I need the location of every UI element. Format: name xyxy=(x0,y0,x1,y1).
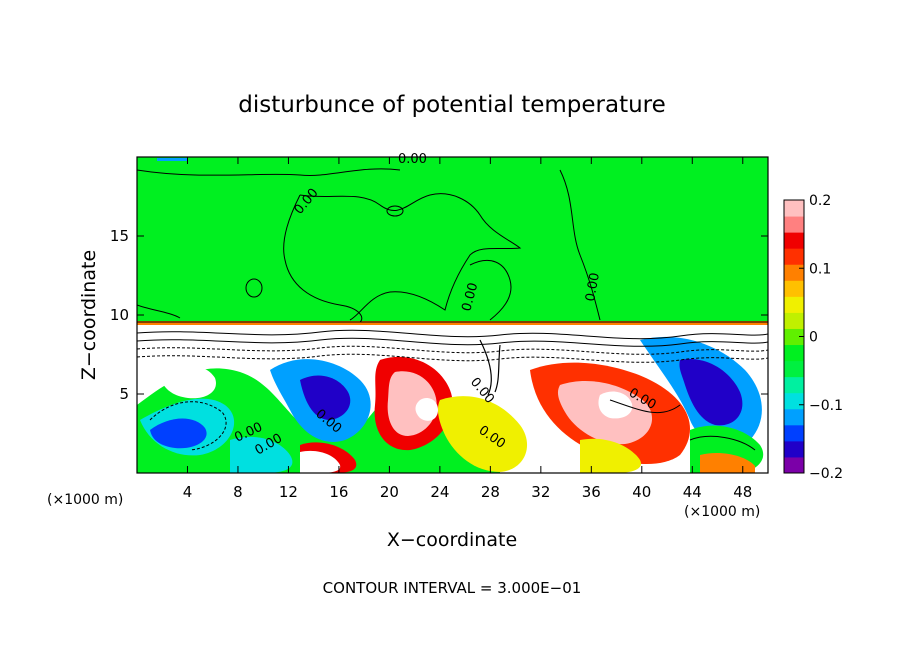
x-axis-label: X−coordinate xyxy=(387,529,517,551)
chart-title: disturbunce of potential temperature xyxy=(238,92,666,118)
x-tick-label: 32 xyxy=(531,483,550,501)
upper-contour-3 xyxy=(283,194,363,323)
x-unit-right: (×1000 m) xyxy=(684,504,760,520)
colorbar-swatch xyxy=(784,424,804,442)
upper-contour-5 xyxy=(559,169,601,321)
x-tick-label: 4 xyxy=(183,483,193,501)
upper-contour-2 xyxy=(299,193,522,321)
colorbar-tick-label: 0.2 xyxy=(809,193,831,209)
x-unit-left: (×1000 m) xyxy=(47,492,123,508)
colorbar-swatch xyxy=(784,376,804,394)
upper-contour-4 xyxy=(469,260,512,321)
colorbar-tick-label: −0.2 xyxy=(809,466,843,482)
x-tick-label: 20 xyxy=(380,483,399,501)
y-tick-label: 10 xyxy=(110,306,129,324)
x-tick-label: 12 xyxy=(279,483,298,501)
x-tick-label: 40 xyxy=(632,483,651,501)
y-axis-label: Z−coordinate xyxy=(78,250,100,380)
lower-layer-field xyxy=(137,323,768,473)
colorbar-swatch xyxy=(784,392,804,410)
upper-layer-field xyxy=(137,157,768,324)
colorbar-swatch xyxy=(784,280,804,297)
contour-interval-note: CONTOUR INTERVAL = 3.000E−01 xyxy=(323,579,582,597)
upper-contour-loop xyxy=(245,278,263,298)
x-axis: 4 8 12 16 20 24 28 32 36 40 44 48 xyxy=(183,157,752,501)
contour-label: 0.00 xyxy=(583,272,603,303)
colorbar xyxy=(784,200,804,474)
interface-band xyxy=(137,321,768,325)
y-tick-label: 5 xyxy=(119,385,129,403)
plot-area xyxy=(137,157,768,473)
colorbar-swatch xyxy=(784,360,804,378)
colorbar-ticks: 0.2 0.1 0 −0.1 −0.2 xyxy=(799,193,843,482)
colorbar-swatch xyxy=(784,328,804,346)
colorbar-swatch xyxy=(784,408,804,426)
upper-contour-loop-2 xyxy=(386,205,404,217)
colorbar-swatch xyxy=(784,216,804,233)
colorbar-swatch xyxy=(784,440,804,458)
colorbar-swatch xyxy=(784,456,804,474)
colorbar-tick-label: 0.1 xyxy=(809,261,831,277)
x-tick-label: 8 xyxy=(233,483,243,501)
x-tick-label: 44 xyxy=(683,483,702,501)
x-tick-label: 16 xyxy=(329,483,348,501)
upper-contour-1 xyxy=(137,168,401,176)
contour-label: 0.00 xyxy=(459,281,481,313)
colorbar-swatch xyxy=(784,264,804,281)
top-edge-band xyxy=(157,158,187,161)
colorbar-swatch xyxy=(784,232,804,249)
contour-label: 0.00 xyxy=(398,152,427,167)
colorbar-swatch xyxy=(784,344,804,362)
x-tick-label: 36 xyxy=(582,483,601,501)
colorbar-tick-label: −0.1 xyxy=(809,398,843,414)
colorbar-swatch xyxy=(784,312,804,329)
colorbar-swatch xyxy=(784,248,804,265)
colorbar-tick-label: 0 xyxy=(809,330,818,346)
upper-contour-6 xyxy=(137,304,181,319)
x-tick-label: 28 xyxy=(481,483,500,501)
colorbar-swatch xyxy=(784,296,804,313)
x-tick-label: 24 xyxy=(430,483,449,501)
y-axis: 5 10 15 xyxy=(110,227,768,403)
x-tick-label: 48 xyxy=(733,483,752,501)
y-tick-label: 15 xyxy=(110,227,129,245)
colorbar-swatch xyxy=(784,200,804,217)
